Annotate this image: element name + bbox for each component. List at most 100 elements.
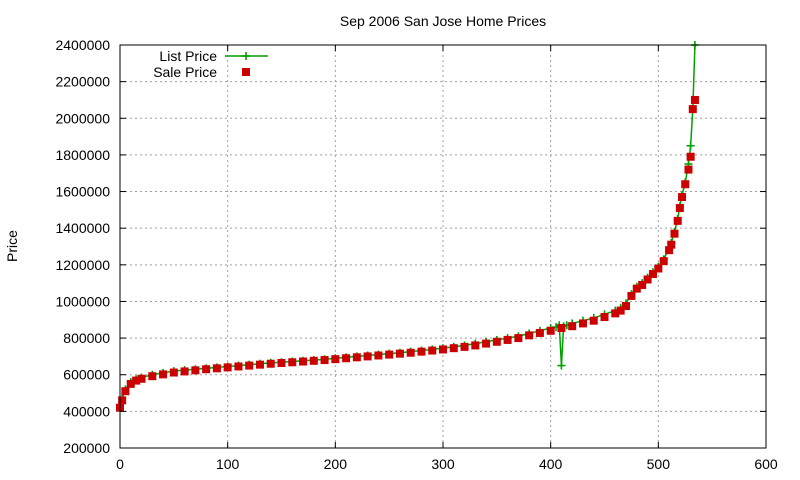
- y-tick-label: 2200000: [55, 74, 110, 90]
- chart-title: Sep 2006 San Jose Home Prices: [340, 13, 546, 29]
- data-point-sale-price: [363, 352, 372, 361]
- data-point-sale-price: [439, 345, 447, 354]
- data-point-sale-price: [557, 324, 566, 333]
- data-point-sale-price: [417, 347, 426, 356]
- data-point-sale-price: [288, 358, 297, 367]
- data-point-sale-price: [245, 361, 254, 370]
- x-tick-label: 200: [324, 456, 348, 472]
- data-point-sale-price: [309, 356, 318, 365]
- data-point-sale-price: [234, 362, 243, 371]
- grid: [120, 45, 766, 448]
- y-tick-label: 200000: [63, 440, 110, 456]
- data-point-sale-price: [686, 152, 695, 161]
- data-point-sale-price: [159, 370, 168, 379]
- data-point-list-price: [557, 361, 566, 370]
- data-point-sale-price: [342, 354, 351, 363]
- data-point-sale-price: [212, 364, 221, 373]
- legend-sample-list-price-marker: [242, 52, 250, 60]
- data-point-sale-price: [331, 355, 340, 364]
- data-point-sale-price: [616, 306, 625, 315]
- y-tick-label: 800000: [63, 330, 110, 346]
- data-point-sale-price: [514, 334, 523, 343]
- data-point-sale-price: [202, 365, 211, 374]
- data-point-sale-price: [471, 341, 480, 350]
- data-point-sale-price: [320, 356, 329, 365]
- x-tick-label: 300: [431, 456, 455, 472]
- data-point-sale-price: [622, 302, 631, 311]
- data-point-sale-price: [137, 374, 146, 383]
- y-tick-label: 1400000: [55, 220, 110, 236]
- data-point-sale-price: [385, 350, 394, 359]
- series-layer: [116, 41, 699, 412]
- data-point-sale-price: [503, 335, 512, 344]
- data-point-sale-price: [600, 313, 609, 322]
- data-point-sale-price: [568, 322, 577, 331]
- data-point-sale-price: [299, 357, 308, 366]
- x-tick-label: 0: [116, 456, 124, 472]
- legend-label-sale-price: Sale Price: [153, 64, 217, 80]
- y-axis-label: Price: [4, 230, 20, 262]
- data-point-sale-price: [118, 396, 127, 405]
- data-point-sale-price: [673, 216, 682, 225]
- data-point-sale-price: [638, 280, 647, 289]
- data-point-sale-price: [678, 193, 687, 202]
- y-tick-label: 1600000: [55, 184, 110, 200]
- data-point-sale-price: [191, 366, 200, 375]
- y-tick-label: 600000: [63, 367, 110, 383]
- data-point-sale-price: [681, 180, 690, 189]
- data-point-sale-price: [546, 326, 555, 335]
- legend: List Price Sale Price: [153, 48, 268, 80]
- data-point-sale-price: [659, 257, 668, 266]
- data-point-sale-price: [255, 360, 264, 369]
- y-tick-label: 400000: [63, 403, 110, 419]
- data-point-sale-price: [132, 376, 141, 385]
- data-point-list-price: [686, 141, 695, 150]
- data-point-sale-price: [449, 344, 458, 353]
- data-point-sale-price: [406, 348, 415, 357]
- y-tick-label: 1000000: [55, 293, 110, 309]
- data-point-sale-price: [589, 316, 598, 325]
- data-point-sale-price: [374, 351, 383, 360]
- data-point-sale-price: [148, 372, 157, 381]
- data-point-sale-price: [535, 328, 544, 337]
- data-point-sale-price: [460, 342, 469, 351]
- ticks: 0 100 200 300 400 500 600 200000 400000 600000 800…: [55, 37, 777, 472]
- x-tick-label: 400: [539, 456, 563, 472]
- legend-sample-sale-price-marker: [242, 68, 250, 76]
- data-point-sale-price: [688, 105, 697, 114]
- data-point-sale-price: [126, 379, 135, 388]
- data-point-sale-price: [665, 246, 674, 255]
- data-point-sale-price: [121, 387, 130, 396]
- legend-label-list-price: List Price: [159, 48, 217, 64]
- x-tick-label: 500: [647, 456, 671, 472]
- data-point-sale-price: [670, 229, 679, 238]
- data-point-sale-price: [180, 367, 189, 376]
- data-point-sale-price: [684, 165, 693, 174]
- data-point-sale-price: [223, 363, 232, 372]
- series-sale-price: [116, 95, 699, 412]
- data-point-sale-price: [352, 353, 361, 362]
- data-point-sale-price: [277, 359, 286, 368]
- y-tick-label: 1800000: [55, 147, 110, 163]
- data-point-sale-price: [611, 309, 620, 318]
- y-tick-label: 2000000: [55, 110, 110, 126]
- y-tick-label: 2400000: [55, 37, 110, 53]
- data-point-sale-price: [690, 95, 699, 104]
- x-tick-label: 100: [216, 456, 240, 472]
- data-point-sale-price: [428, 346, 437, 355]
- data-point-sale-price: [578, 319, 587, 328]
- data-point-sale-price: [169, 368, 178, 377]
- data-point-sale-price: [643, 275, 652, 284]
- data-point-sale-price: [627, 291, 636, 300]
- data-point-sale-price: [525, 331, 534, 340]
- data-point-sale-price: [492, 337, 501, 346]
- data-point-sale-price: [675, 204, 684, 213]
- data-point-sale-price: [654, 264, 663, 273]
- data-point-sale-price: [395, 349, 404, 358]
- y-tick-label: 1200000: [55, 257, 110, 273]
- data-point-sale-price: [266, 359, 275, 368]
- data-point-sale-price: [648, 269, 657, 278]
- data-point-sale-price: [632, 284, 641, 293]
- data-point-sale-price: [667, 240, 676, 249]
